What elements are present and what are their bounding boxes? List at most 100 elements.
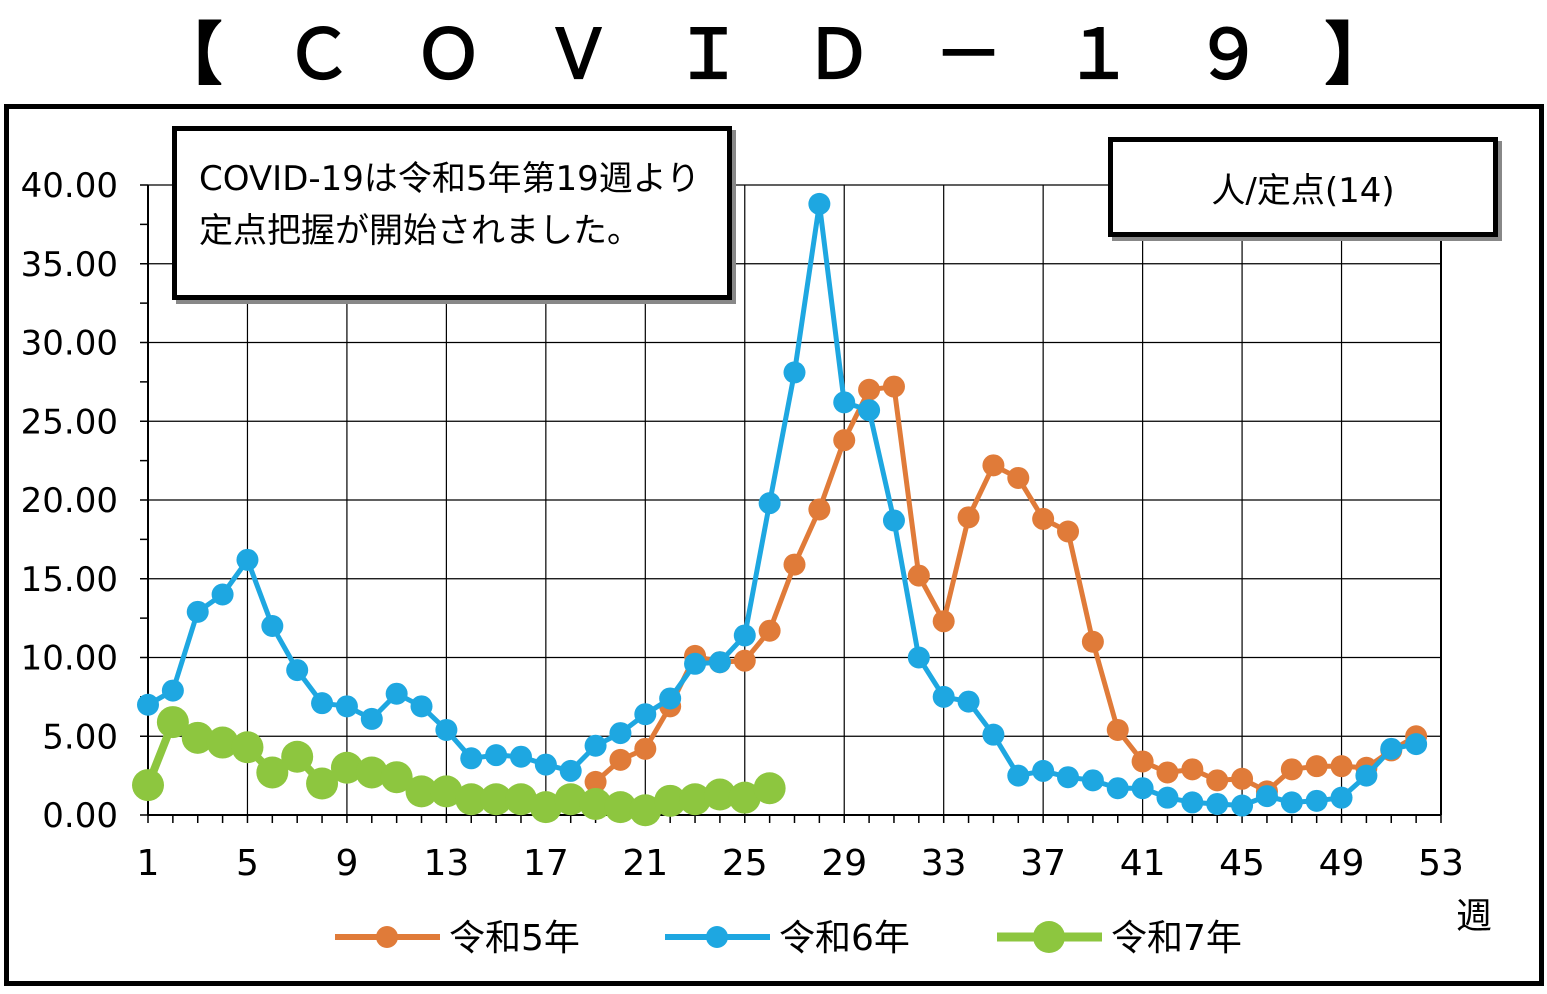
data-point	[410, 695, 433, 718]
legend-swatch-marker	[706, 926, 728, 948]
data-point	[1081, 630, 1104, 653]
data-point	[1181, 791, 1204, 814]
x-axis-label: 週	[1456, 896, 1492, 937]
legend-label: 令和7年	[1111, 918, 1242, 959]
data-point	[1206, 769, 1229, 792]
data-point	[430, 775, 463, 808]
data-point	[236, 548, 259, 571]
data-point	[181, 721, 214, 754]
data-point	[1380, 737, 1403, 760]
data-point	[907, 564, 930, 587]
data-point	[206, 726, 239, 759]
data-point	[385, 682, 408, 705]
data-point	[554, 783, 587, 816]
data-point	[335, 695, 358, 718]
data-point	[833, 429, 856, 452]
data-point	[708, 651, 731, 674]
legend-label: 令和6年	[779, 918, 910, 959]
data-point	[1057, 766, 1080, 789]
y-tick-label: 30.00	[21, 324, 118, 364]
data-point	[231, 731, 264, 764]
data-point	[156, 706, 189, 739]
data-point	[1206, 792, 1229, 815]
data-point	[629, 794, 662, 827]
data-point	[455, 783, 488, 816]
data-point	[907, 646, 930, 669]
data-point	[529, 791, 562, 824]
data-point	[579, 787, 612, 820]
data-point	[256, 756, 289, 789]
data-point	[509, 745, 532, 768]
data-point	[1156, 786, 1179, 809]
data-point	[957, 506, 980, 529]
data-point	[1106, 777, 1129, 800]
x-tick-label: 45	[1219, 843, 1265, 884]
data-point	[1280, 758, 1303, 781]
data-point	[1305, 755, 1328, 778]
data-point	[137, 693, 159, 716]
data-point	[1330, 786, 1353, 809]
data-point	[1081, 769, 1104, 792]
y-tick-label: 5.00	[42, 717, 118, 757]
data-point	[1305, 789, 1328, 812]
data-point	[1255, 785, 1278, 808]
data-point	[1057, 520, 1080, 543]
legend-label: 令和5年	[449, 918, 580, 959]
data-point	[783, 553, 806, 576]
data-point	[1330, 755, 1353, 778]
y-tick-label: 35.00	[21, 245, 118, 285]
data-point	[957, 690, 980, 713]
note-box: COVID-19は令和5年第19週より定点把握が開始されました。	[172, 126, 732, 300]
data-point	[1106, 718, 1129, 741]
x-tick-label: 53	[1418, 843, 1464, 884]
y-tick-label: 15.00	[21, 560, 118, 600]
data-point	[211, 583, 234, 606]
data-point	[435, 718, 458, 741]
data-point	[485, 744, 508, 767]
data-point	[1032, 759, 1055, 782]
data-point	[808, 498, 831, 521]
data-point	[882, 509, 905, 532]
data-point	[703, 778, 736, 811]
data-point	[330, 751, 363, 784]
data-point	[753, 772, 786, 805]
data-point	[1007, 764, 1030, 787]
data-point	[584, 734, 607, 757]
data-point	[783, 361, 806, 384]
data-point	[161, 679, 184, 702]
data-point	[281, 740, 314, 773]
series-line-6	[146, 201, 1417, 808]
data-point	[1231, 767, 1254, 790]
y-tick-label: 25.00	[21, 402, 118, 442]
data-point	[1156, 761, 1179, 784]
data-point	[808, 192, 831, 215]
data-point	[286, 659, 309, 682]
data-point	[355, 756, 388, 789]
series-line-5	[593, 384, 1418, 794]
data-point	[733, 649, 756, 672]
data-point	[1355, 764, 1378, 787]
data-point	[1181, 758, 1204, 781]
data-point	[1007, 466, 1030, 489]
y-tick-label: 40.00	[21, 166, 118, 206]
data-point	[609, 748, 632, 771]
data-point	[634, 703, 657, 726]
legend-swatch-marker	[376, 926, 398, 948]
data-point	[306, 767, 339, 800]
data-point	[684, 652, 707, 675]
x-tick-label: 29	[821, 843, 867, 884]
data-point	[609, 722, 632, 745]
data-point	[932, 685, 955, 708]
x-tick-label: 49	[1319, 843, 1365, 884]
y-tick-label: 0.00	[42, 796, 118, 836]
data-point	[604, 791, 637, 824]
data-point	[534, 753, 557, 776]
data-point	[186, 600, 209, 623]
data-point	[360, 707, 383, 730]
data-point	[932, 610, 955, 633]
data-point	[1231, 794, 1254, 817]
data-point	[480, 783, 513, 816]
x-tick-label: 41	[1120, 843, 1166, 884]
data-point	[261, 615, 284, 637]
